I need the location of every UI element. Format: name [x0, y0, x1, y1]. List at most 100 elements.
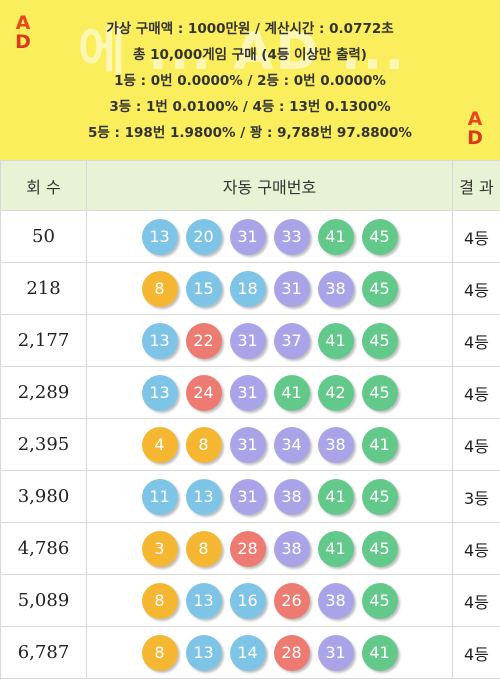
- lotto-ball: 41: [318, 323, 354, 359]
- lotto-ball: 41: [362, 427, 398, 463]
- round-number: 2,289: [1, 367, 87, 419]
- summary-line-total-games: 총 10,000게임 구매 (4등 이상만 출력): [0, 42, 500, 68]
- summary-text: 가상 구매액 : 1000만원 / 계산시간 : 0.0772초 총 10,00…: [0, 0, 500, 146]
- lotto-ball: 11: [142, 479, 178, 515]
- lotto-ball: 37: [274, 323, 310, 359]
- summary-line-rank-3-4: 3등 : 1번 0.0100% / 4등 : 13번 0.1300%: [0, 94, 500, 120]
- lotto-ball: 41: [274, 375, 310, 411]
- lotto-ball: 41: [318, 219, 354, 255]
- lotto-ball: 31: [230, 427, 266, 463]
- table-header-row: 회 수 자동 구매번호 결 과: [1, 161, 500, 211]
- round-number: 218: [1, 263, 87, 315]
- lotto-ball: 34: [274, 427, 310, 463]
- lotto-ball: 13: [142, 219, 178, 255]
- lotto-ball: 15: [186, 271, 222, 307]
- lotto-ball: 8: [186, 427, 222, 463]
- lotto-ball: 41: [362, 635, 398, 671]
- lotto-ball: 28: [274, 635, 310, 671]
- lotto-ball: 31: [274, 271, 310, 307]
- result-rank: 4등: [453, 575, 500, 627]
- header-result: 결 과: [453, 161, 500, 211]
- result-rank: 4등: [453, 523, 500, 575]
- lotto-ball: 45: [362, 323, 398, 359]
- lotto-ball: 4: [142, 427, 178, 463]
- round-number: 6,787: [1, 627, 87, 679]
- summary-line-rank-1-2: 1등 : 0번 0.0000% / 2등 : 0번 0.0000%: [0, 68, 500, 94]
- lotto-ball: 31: [230, 219, 266, 255]
- lotto-ball: 45: [362, 271, 398, 307]
- lotto-ball: 8: [142, 271, 178, 307]
- lotto-ball: 41: [318, 531, 354, 567]
- lotto-ball: 8: [142, 583, 178, 619]
- summary-line-purchase: 가상 구매액 : 1000만원 / 계산시간 : 0.0772초: [0, 16, 500, 42]
- round-number: 4,786: [1, 523, 87, 575]
- lotto-ball: 13: [186, 583, 222, 619]
- lotto-ball: 8: [186, 531, 222, 567]
- lotto-ball: 45: [362, 219, 398, 255]
- lotto-ball: 13: [142, 375, 178, 411]
- round-number: 3,980: [1, 471, 87, 523]
- lotto-ball: 42: [318, 375, 354, 411]
- round-number: 2,395: [1, 419, 87, 471]
- result-rank: 4등: [453, 263, 500, 315]
- lotto-ball: 38: [318, 427, 354, 463]
- lotto-ball: 22: [186, 323, 222, 359]
- lotto-ball: 13: [142, 323, 178, 359]
- result-rank: 4등: [453, 315, 500, 367]
- lotto-ball: 26: [274, 583, 310, 619]
- round-number: 5,089: [1, 575, 87, 627]
- lotto-ball: 38: [274, 531, 310, 567]
- result-rank: 4등: [453, 211, 500, 263]
- lotto-ball: 45: [362, 583, 398, 619]
- lotto-ball: 38: [318, 271, 354, 307]
- result-rank: 4등: [453, 367, 500, 419]
- lotto-ball: 24: [186, 375, 222, 411]
- round-number: 2,177: [1, 315, 87, 367]
- lotto-ball: 16: [230, 583, 266, 619]
- lotto-ball: 31: [230, 323, 266, 359]
- summary-line-rank-5-miss: 5등 : 198번 1.9800% / 꽝 : 9,788번 97.8800%: [0, 120, 500, 146]
- round-number: 50: [1, 211, 87, 263]
- lotto-ball: 13: [186, 479, 222, 515]
- header-round: 회 수: [1, 161, 87, 211]
- result-rank: 4등: [453, 627, 500, 679]
- result-rank: 4등: [453, 419, 500, 471]
- lotto-ball: 33: [274, 219, 310, 255]
- lotto-ball: 20: [186, 219, 222, 255]
- lotto-ball: 31: [318, 635, 354, 671]
- lotto-ball: 13: [186, 635, 222, 671]
- lotto-ball: 38: [318, 583, 354, 619]
- lotto-ball: 41: [318, 479, 354, 515]
- lotto-ball: 31: [230, 375, 266, 411]
- lotto-ball: 38: [274, 479, 310, 515]
- lotto-ball: 31: [230, 479, 266, 515]
- lotto-ball: 45: [362, 531, 398, 567]
- lotto-ball: 8: [142, 635, 178, 671]
- lotto-ball: 3: [142, 531, 178, 567]
- lotto-ball: 45: [362, 375, 398, 411]
- header-numbers: 자동 구매번호: [87, 161, 453, 211]
- lotto-ball: 28: [230, 531, 266, 567]
- lotto-ball: 45: [362, 479, 398, 515]
- lotto-ball: 18: [230, 271, 266, 307]
